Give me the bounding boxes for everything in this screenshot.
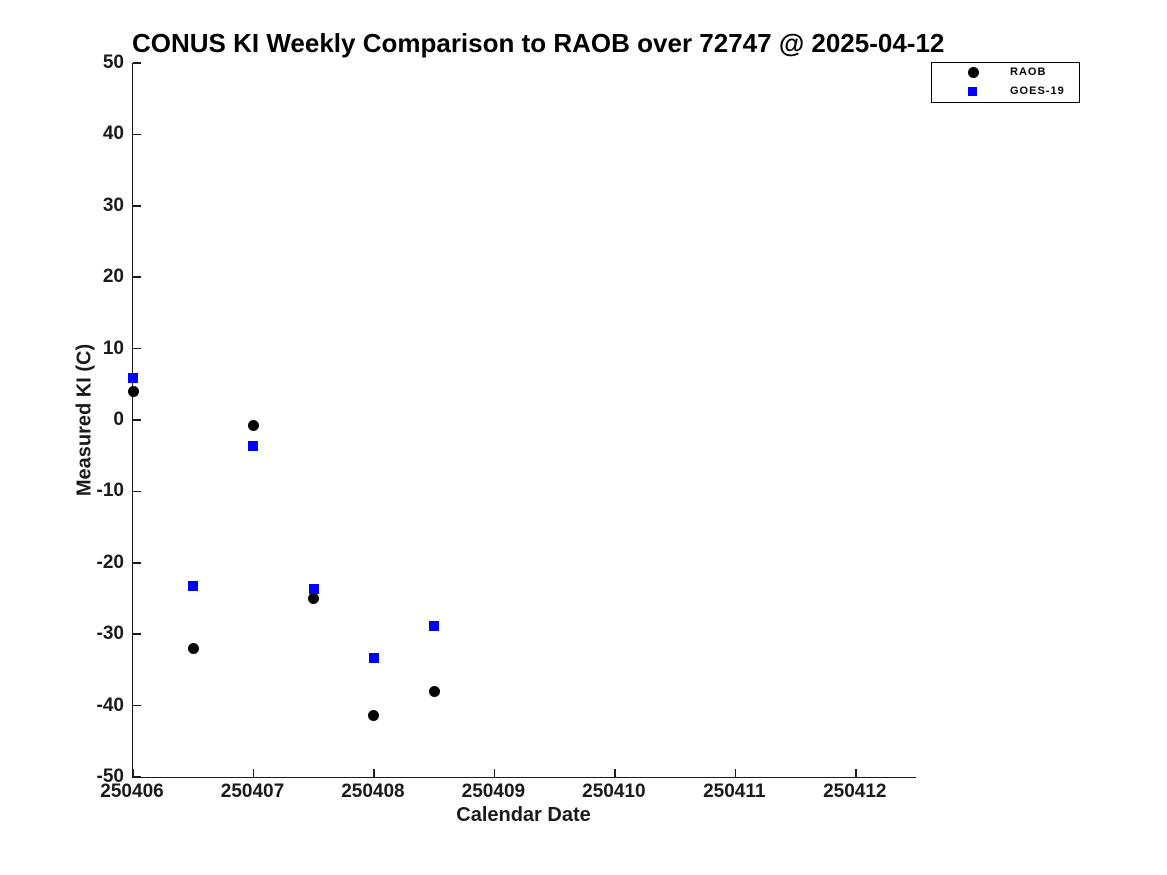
x-tick-mark — [734, 769, 737, 777]
legend-row: GOES-19 — [932, 82, 1079, 101]
x-tick-mark — [493, 769, 496, 777]
y-tick-mark — [133, 633, 141, 635]
x-tick-label: 250412 — [823, 781, 887, 802]
y-tick-label: -40 — [96, 694, 124, 716]
y-tick-label: -50 — [96, 766, 124, 787]
plot-area — [127, 62, 916, 778]
data-point-goes-19 — [128, 372, 138, 383]
y-tick-mark — [133, 490, 141, 493]
data-point-raob — [187, 642, 199, 654]
x-tick-mark — [132, 769, 134, 777]
legend-marker-square — [968, 87, 977, 96]
y-tick-label: 40 — [102, 123, 124, 145]
data-point-goes-19 — [188, 580, 199, 591]
chart-title: CONUS KI Weekly Comparison to RAOB over … — [132, 28, 945, 58]
y-tick-mark — [133, 419, 141, 421]
y-tick-mark — [133, 276, 141, 278]
x-tick-label: 250411 — [703, 781, 766, 802]
data-point-raob — [368, 710, 380, 722]
y-tick-mark — [133, 347, 141, 350]
data-point-goes-19 — [308, 584, 319, 595]
x-tick-label: 250408 — [341, 781, 405, 802]
data-point-raob — [247, 420, 259, 432]
y-tick-label: -10 — [96, 480, 124, 502]
y-tick-label: 10 — [102, 337, 124, 359]
legend-marker-circle — [968, 67, 979, 78]
legend-label: RAOB — [1010, 66, 1047, 78]
y-tick-label: 50 — [102, 52, 124, 73]
x-tick-label: 250406 — [100, 781, 164, 802]
y-tick-mark — [133, 133, 141, 136]
y-tick-mark — [133, 62, 141, 64]
x-tick-mark — [252, 769, 255, 777]
y-tick-mark — [133, 776, 141, 778]
x-tick-mark — [373, 769, 375, 777]
y-tick-label: -30 — [96, 623, 124, 645]
y-tick-mark — [133, 205, 141, 207]
y-tick-label: 20 — [102, 266, 124, 288]
data-point-goes-19 — [429, 620, 440, 631]
x-tick-mark — [855, 769, 857, 777]
y-tick-label: 0 — [113, 409, 124, 430]
legend: RAOB GOES-19 — [931, 62, 1080, 103]
legend-row: RAOB — [932, 63, 1079, 82]
y-tick-label: 30 — [102, 194, 124, 216]
y-tick-label: -20 — [96, 551, 124, 573]
y-tick-mark — [133, 562, 141, 564]
x-tick-label: 250409 — [461, 781, 526, 802]
x-axis-label: Calendar Date — [456, 804, 591, 826]
data-point-raob — [308, 593, 320, 604]
x-tick-mark — [614, 769, 616, 777]
x-tick-label: 250407 — [220, 781, 285, 802]
x-tick-label: 250410 — [582, 781, 646, 802]
legend-label: GOES-19 — [1010, 85, 1065, 97]
data-point-raob — [428, 685, 440, 697]
y-tick-mark — [133, 704, 141, 707]
data-point-goes-19 — [248, 440, 259, 451]
data-point-raob — [127, 385, 139, 397]
data-point-goes-19 — [368, 653, 379, 664]
